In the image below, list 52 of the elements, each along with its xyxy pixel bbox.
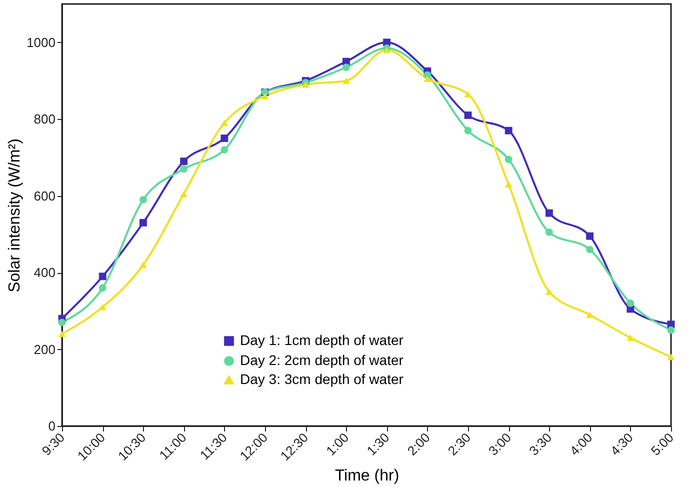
point [545,288,553,295]
point [342,64,350,71]
x-tick-label: 4:30 [607,430,636,458]
legend-label: Day 3: 3cm depth of water [240,371,404,387]
point [504,126,512,134]
point [139,218,147,226]
x-axis-title: Time (hr) [334,467,400,484]
point [58,318,66,326]
y-axis-title: Solar intensity (W/m²) [6,138,24,292]
point [667,354,675,360]
y-tick-label: 400 [34,265,56,280]
y-tick-label: 200 [34,342,56,357]
point [180,190,188,198]
legend-label: Day 2: 2cm depth of water [240,352,404,368]
point [180,158,188,165]
point [383,46,391,54]
point [58,330,66,338]
x-tick-label: 4:00 [566,430,596,458]
y-tick-label: 1000 [26,34,56,50]
point [464,112,472,119]
point [342,78,350,84]
y-tick-label: 600 [34,188,56,204]
point [545,209,553,217]
point [180,165,188,173]
x-tick-label: 3:30 [526,430,555,458]
y-tick-label: 800 [34,112,56,127]
point [220,120,228,126]
point [504,156,512,164]
point [302,81,310,88]
point [586,232,594,240]
legend-label: Day 1: 1cm depth of water [240,332,404,348]
point [464,126,472,134]
point [98,284,106,292]
point [586,312,594,318]
x-tick-label: 1:00 [323,430,352,458]
point [220,134,228,142]
x-tick-label: 1:30 [364,430,392,458]
point [586,246,594,254]
x-tick-label: 5:00 [648,430,676,458]
point [261,92,269,100]
point [545,228,553,236]
point [504,181,512,188]
point [626,334,634,341]
point [626,300,634,307]
point [220,146,228,154]
point [139,262,147,268]
point [98,272,106,280]
point [464,90,472,98]
x-tick-label: 3:00 [486,430,514,458]
point [667,326,675,334]
point [424,76,432,82]
point [139,196,147,204]
